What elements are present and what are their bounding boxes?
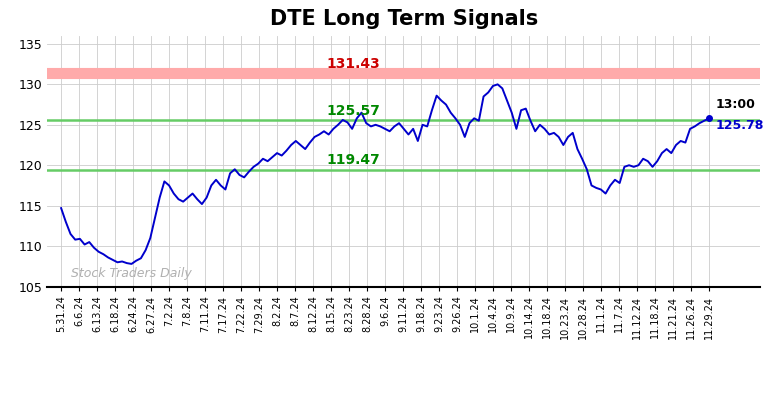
Text: 125.57: 125.57 [327, 104, 380, 118]
Text: 13:00: 13:00 [716, 98, 756, 111]
Text: Stock Traders Daily: Stock Traders Daily [71, 267, 191, 280]
Text: 119.47: 119.47 [327, 154, 380, 168]
Text: 131.43: 131.43 [327, 57, 380, 71]
Text: 125.78: 125.78 [716, 119, 764, 132]
Title: DTE Long Term Signals: DTE Long Term Signals [270, 9, 538, 29]
